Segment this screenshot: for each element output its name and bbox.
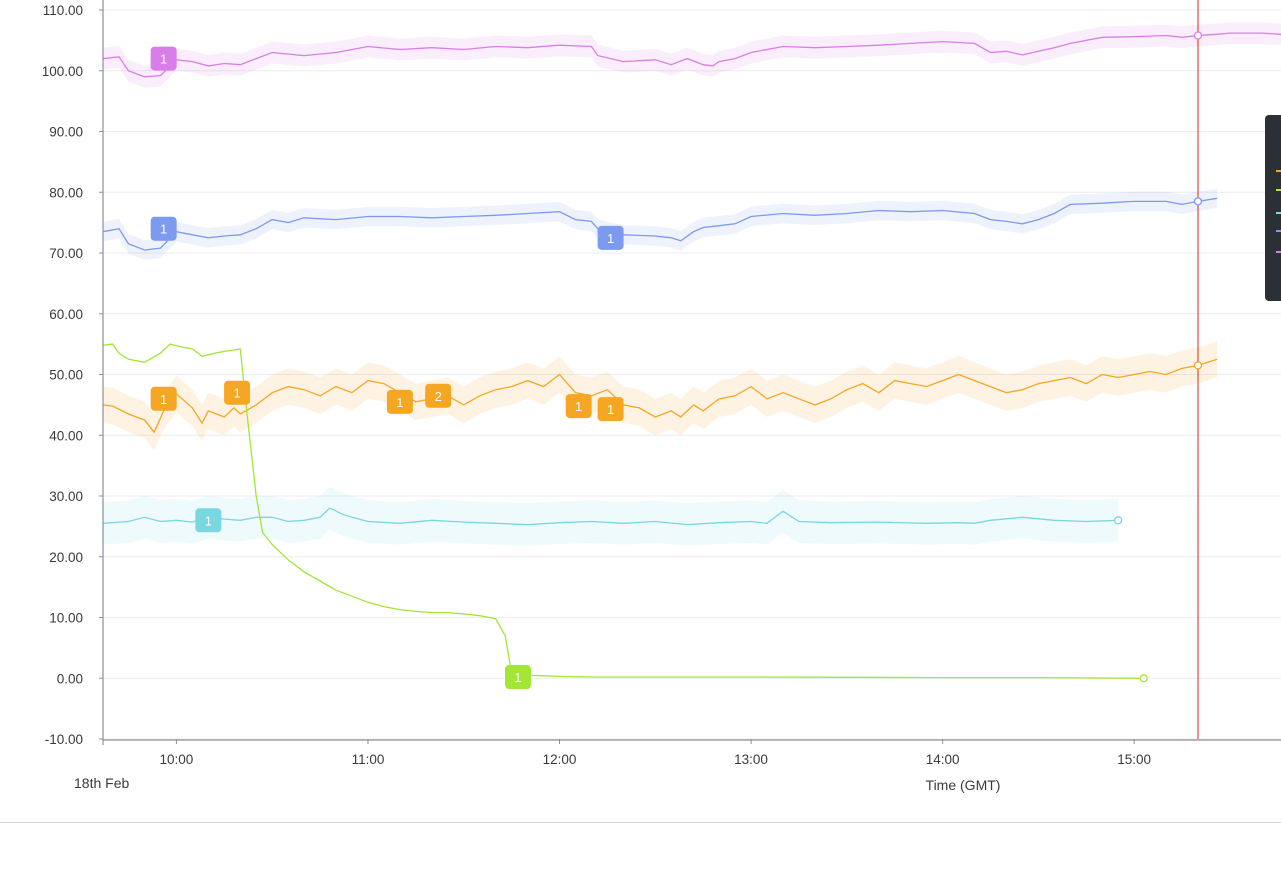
x-tick-labels: 10:00 11:00 12:00 13:00 14:00 15:00 (102, 739, 1151, 767)
x-tick-label: 13:00 (734, 752, 768, 767)
annotation-badge-box (150, 386, 177, 411)
x-tick-label: 15:00 (1117, 752, 1151, 767)
y-tick-label: 40.00 (49, 428, 83, 443)
series-end-point (1139, 674, 1148, 683)
series-end-point (1193, 197, 1203, 206)
series-bands (103, 22, 1281, 546)
series-end-point (1193, 31, 1203, 40)
annotation-badge[interactable]: 1 (224, 380, 251, 405)
annotation-badge-count: 1 (233, 386, 240, 401)
annotation-badge-box (597, 397, 624, 422)
annotation-badge-box (425, 383, 452, 408)
y-tick-label: 30.00 (49, 489, 83, 504)
series-end-point (1114, 516, 1123, 525)
annotation-badge-box (150, 46, 177, 71)
annotation-badge[interactable]: 1 (505, 665, 532, 690)
annotation-badge-count: 1 (607, 231, 614, 246)
x-tick-label: 11:00 (352, 752, 385, 767)
annotation-badge-box (597, 225, 624, 250)
tooltip-swatch-blue (1276, 230, 1281, 232)
y-tick-label: 80.00 (49, 185, 83, 200)
annotation-markers: 1 1 1 1 1 1 2 1 1 1 1 (150, 46, 624, 690)
y-tick-label: 110.00 (43, 3, 83, 18)
series-line-3[interactable] (102, 507, 1119, 526)
annotation-badge[interactable]: 1 (386, 389, 413, 414)
date-label: 18th Feb (74, 775, 129, 791)
annotation-badge-box (386, 389, 413, 414)
annotation-badge-count: 1 (607, 402, 614, 417)
x-tick-label: 10:00 (160, 752, 194, 767)
annotation-badge[interactable]: 2 (425, 383, 452, 408)
y-tick-label: 10.00 (49, 611, 83, 626)
annotation-badge-count: 1 (575, 399, 582, 414)
annotation-badge-count: 1 (396, 395, 403, 410)
y-tick-label: 50.00 (49, 368, 83, 383)
annotation-badge[interactable]: 1 (150, 386, 177, 411)
series-line-1[interactable] (102, 197, 1218, 251)
annotation-badge-box (224, 380, 251, 405)
series-lines (102, 32, 1281, 679)
series-end-point (1193, 361, 1203, 370)
y-tick-label: 100.00 (42, 64, 83, 79)
series-band-1 (103, 188, 1218, 260)
annotation-badge-box (150, 216, 177, 241)
tooltip-swatch-orange (1276, 170, 1281, 172)
series-line-2[interactable] (102, 358, 1218, 434)
tooltip-swatch-cyan (1276, 212, 1281, 214)
annotation-badge-count: 1 (205, 513, 212, 528)
series-line-0[interactable] (102, 32, 1281, 78)
annotation-badge-count: 1 (160, 52, 167, 67)
series-band-2 (103, 341, 1218, 451)
series-band-3 (103, 486, 1119, 546)
series-band-0 (103, 22, 1281, 88)
axes (102, 0, 1281, 741)
y-tick-labels: 110.00 100.00 90.00 80.00 70.00 60.00 50.00 40.… (42, 3, 83, 747)
x-tick-label: 12:00 (543, 752, 577, 767)
x-tick-label: 14:00 (926, 752, 960, 767)
annotation-badge[interactable]: 1 (150, 216, 177, 241)
annotation-badge-box (505, 665, 532, 690)
annotation-badge[interactable]: 1 (565, 394, 592, 419)
y-tick-label: 90.00 (49, 125, 83, 140)
y-tick-label: 0.00 (57, 671, 83, 686)
annotation-badge[interactable]: 1 (597, 397, 624, 422)
bottom-divider (0, 822, 1281, 823)
tooltip-swatch-magenta (1276, 251, 1281, 253)
y-tick-label: 60.00 (49, 307, 83, 322)
y-tick-label: -10.00 (45, 732, 83, 747)
hover-tooltip-panel (1265, 115, 1281, 301)
annotation-badge[interactable]: 1 (150, 46, 177, 71)
annotation-badge[interactable]: 1 (597, 225, 624, 250)
annotation-badge-count: 1 (160, 222, 167, 237)
annotation-badge-box (195, 508, 222, 533)
annotation-badge-count: 1 (514, 670, 521, 685)
x-axis-title: Time (GMT) (926, 777, 1001, 793)
y-tick-label: 20.00 (49, 550, 83, 565)
series-end-points (1114, 31, 1203, 683)
annotation-badge-box (565, 394, 592, 419)
annotation-badge-count: 1 (160, 392, 167, 407)
annotation-badge[interactable]: 1 (195, 508, 222, 533)
y-tick-label: 70.00 (49, 246, 83, 261)
series-line-4[interactable] (102, 343, 1144, 679)
annotation-badge-count: 2 (435, 389, 442, 404)
tooltip-swatch-green (1276, 189, 1281, 191)
